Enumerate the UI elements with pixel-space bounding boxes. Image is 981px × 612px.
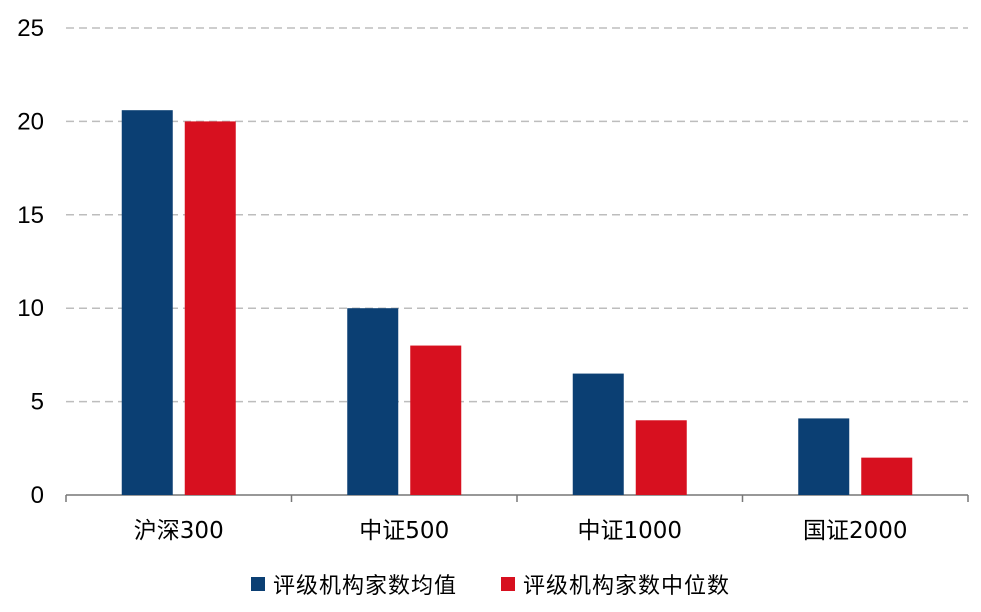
y-tick-label: 25 (17, 15, 44, 42)
x-category-label: 沪深300 (134, 518, 224, 544)
x-axis-tick-marks (65, 495, 969, 502)
legend: 评级机构家数均值 评级机构家数中位数 (0, 568, 981, 600)
x-category-label: 国证2000 (803, 518, 908, 544)
x-category-label: 中证1000 (577, 518, 682, 544)
y-tick-label: 10 (17, 295, 44, 322)
bar-mean (121, 110, 173, 495)
legend-label-median: 评级机构家数中位数 (523, 574, 731, 599)
bars (121, 110, 913, 496)
bar-median (184, 121, 236, 496)
y-tick-label: 15 (17, 202, 44, 229)
bar-mean (347, 308, 399, 495)
bar-median (410, 345, 462, 495)
bar-median (635, 420, 687, 495)
bar-mean (572, 373, 624, 495)
legend-swatch-mean (250, 577, 265, 591)
bar-mean (798, 418, 850, 495)
y-axis-ticks: 0 5 10 15 20 25 (17, 15, 44, 509)
y-tick-label: 5 (31, 389, 44, 416)
y-tick-label: 20 (17, 108, 44, 135)
legend-item-median: 评级机构家数中位数 (501, 568, 730, 600)
x-category-label: 中证500 (359, 518, 449, 544)
bar-median (861, 457, 913, 495)
legend-label-mean: 评级机构家数均值 (272, 574, 457, 599)
legend-item-mean: 评级机构家数均值 (250, 568, 457, 600)
legend-swatch-median (501, 577, 515, 591)
x-axis-categories: 沪深300 中证500 中证1000 国证2000 (134, 518, 908, 544)
y-tick-label: 0 (31, 482, 44, 509)
